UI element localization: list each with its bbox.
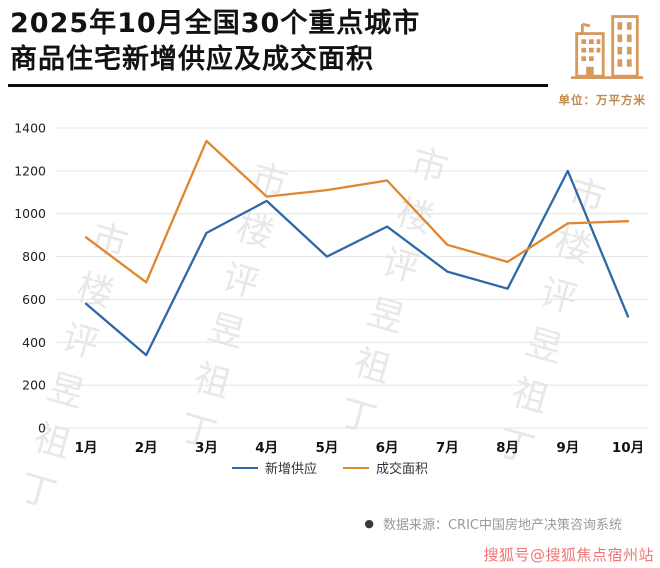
svg-text:600: 600 — [22, 292, 46, 307]
legend-item-supply: 新增供应 — [231, 458, 317, 477]
svg-text:8月: 8月 — [496, 440, 519, 456]
svg-text:4月: 4月 — [255, 440, 278, 456]
page-title: 2025年10月全国30个重点城市 商品住宅新增供应及成交面积 — [10, 6, 555, 78]
legend-item-transaction: 成交面积 — [343, 458, 428, 477]
legend-label-supply: 新增供应 — [264, 462, 317, 477]
title-underline — [8, 84, 548, 87]
svg-text:2月: 2月 — [135, 440, 158, 456]
chart-legend: 新增供应 成交面积 — [0, 458, 660, 477]
bullet-icon: ● — [364, 517, 374, 530]
unit-label: 单位：万平方米 — [558, 93, 646, 107]
svg-text:9月: 9月 — [556, 440, 579, 456]
svg-text:5月: 5月 — [315, 440, 338, 456]
svg-text:800: 800 — [22, 249, 46, 264]
svg-text:200: 200 — [22, 378, 46, 393]
title-line-1: 2025年10月全国30个重点城市 — [10, 8, 421, 39]
legend-label-transaction: 成交面积 — [376, 462, 429, 477]
svg-text:0: 0 — [38, 421, 46, 436]
svg-text:6月: 6月 — [376, 440, 399, 456]
svg-text:10月: 10月 — [612, 440, 644, 456]
svg-text:3月: 3月 — [195, 440, 218, 456]
svg-text:1200: 1200 — [14, 163, 46, 178]
line-chart: 0 200 400 600 800 1000 1200 1400 1月 2月 3月 4月 5月 6月 7月 8… — [0, 108, 660, 458]
building-icon — [568, 8, 646, 80]
svg-text:1月: 1月 — [75, 440, 98, 456]
legend-line-transaction — [343, 466, 369, 469]
svg-text:1400: 1400 — [14, 121, 46, 136]
sohu-watermark: 搜狐号@搜狐焦点宿州站 — [483, 546, 654, 564]
svg-text:400: 400 — [22, 335, 46, 350]
svg-text:1000: 1000 — [14, 206, 46, 221]
legend-line-supply — [231, 466, 258, 469]
source-text: 数据来源：CRIC中国房地产决策咨询系统 — [382, 518, 622, 533]
title-line-2: 商品住宅新增供应及成交面积 — [10, 44, 374, 75]
svg-text:7月: 7月 — [436, 440, 459, 456]
data-source: ● 数据来源：CRIC中国房地产决策咨询系统 — [0, 514, 660, 533]
